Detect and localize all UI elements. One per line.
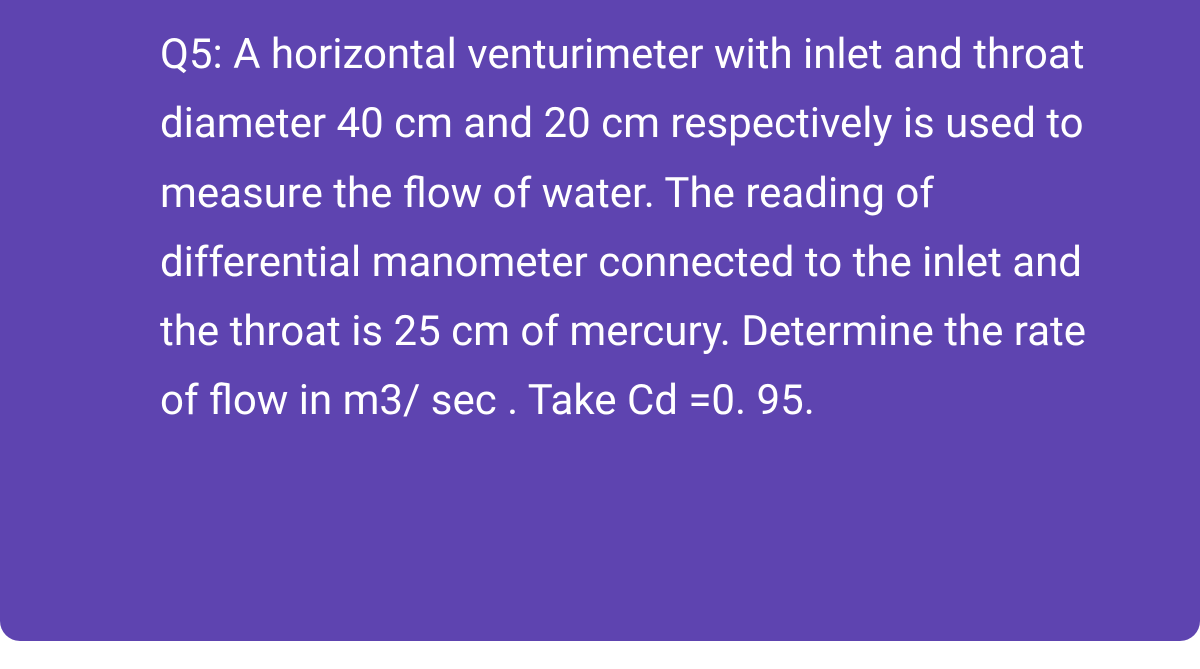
- question-text: Q5: A horizontal venturimeter with inlet…: [60, 20, 1140, 436]
- question-card: Q5: A horizontal venturimeter with inlet…: [0, 0, 1200, 641]
- bottom-spacer: [0, 641, 1200, 669]
